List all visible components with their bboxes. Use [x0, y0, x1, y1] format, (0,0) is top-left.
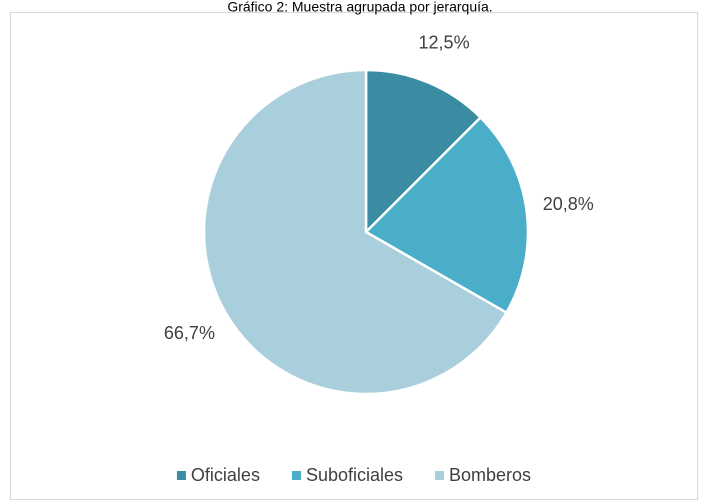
legend-label: Bomberos — [449, 465, 531, 485]
legend-marker — [435, 471, 445, 480]
data-label: 12,5% — [419, 32, 470, 52]
data-label: 20,8% — [543, 194, 594, 214]
legend-marker — [291, 471, 301, 480]
legend-marker — [176, 471, 186, 480]
pie-slice — [364, 68, 483, 236]
legend-label: Oficiales — [191, 465, 260, 485]
chart-title: Gráfico 2: Muestra agrupada por jerarquí… — [227, 0, 492, 15]
pie-slice — [202, 68, 509, 396]
data-label: 66,7% — [164, 323, 215, 343]
legend-label: Suboficiales — [306, 465, 403, 485]
pie-slice — [363, 115, 530, 315]
